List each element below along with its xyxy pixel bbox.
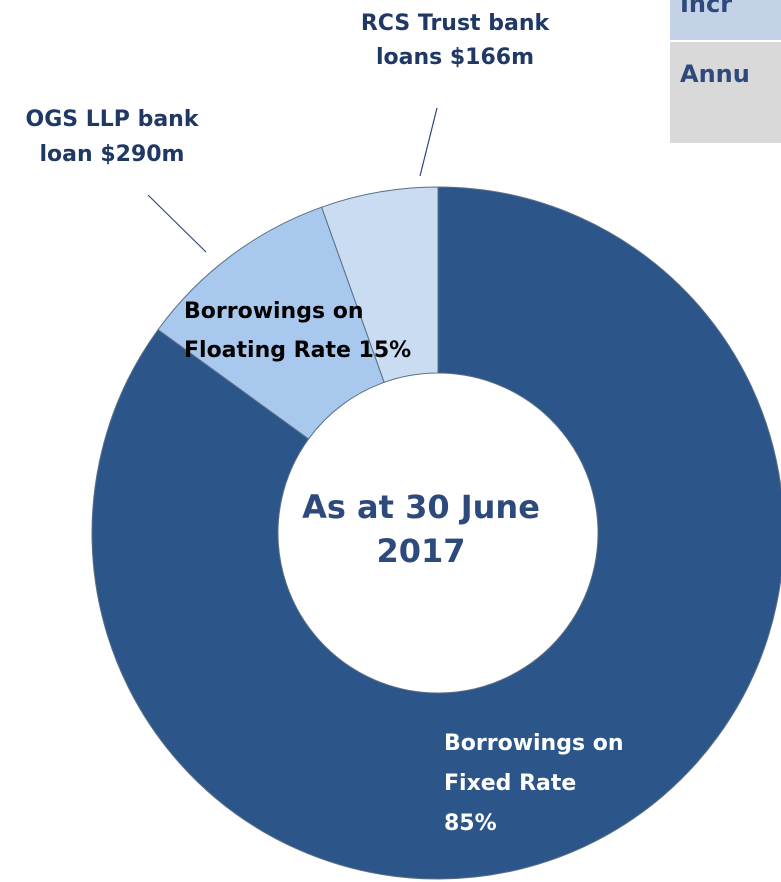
fixed-rate-label: Borrowings on Fixed Rate 85% [444, 731, 624, 836]
table-fragment: Incr Annu [670, 0, 781, 143]
svg-text:Borrowings on: Borrowings on [184, 299, 364, 324]
svg-text:RCS Trust bank: RCS Trust bank [361, 11, 551, 36]
table-row-1-bg [670, 0, 781, 40]
ogs-label: OGS LLP bank loan $290m [26, 107, 200, 167]
slice-rcs-trust [320, 186, 439, 383]
svg-text:As at 30 June: As at 30 June [302, 488, 540, 526]
table-row-2-bg [670, 42, 781, 143]
rcs-label: RCS Trust bank loans $166m [361, 11, 551, 70]
svg-text:Borrowings on: Borrowings on [444, 731, 624, 756]
slice-fixed-rate [91, 186, 781, 880]
svg-text:Floating Rate 15%: Floating Rate 15% [184, 338, 411, 363]
table-row-2-label: Annu [680, 60, 750, 88]
svg-text:loan $290m: loan $290m [40, 142, 185, 167]
donut-slices [91, 186, 781, 880]
svg-text:2017: 2017 [376, 532, 465, 570]
floating-rate-label: Borrowings on Floating Rate 15% [184, 299, 411, 363]
center-label: As at 30 June 2017 [302, 488, 540, 570]
svg-text:loans $166m: loans $166m [376, 45, 534, 70]
rcs-leader-line [419, 107, 438, 177]
svg-text:85%: 85% [444, 811, 497, 836]
table-row-1-label: Incr [680, 0, 732, 18]
ogs-leader-line [147, 194, 207, 253]
svg-text:OGS LLP bank: OGS LLP bank [26, 107, 200, 132]
svg-text:Fixed Rate: Fixed Rate [444, 771, 576, 796]
